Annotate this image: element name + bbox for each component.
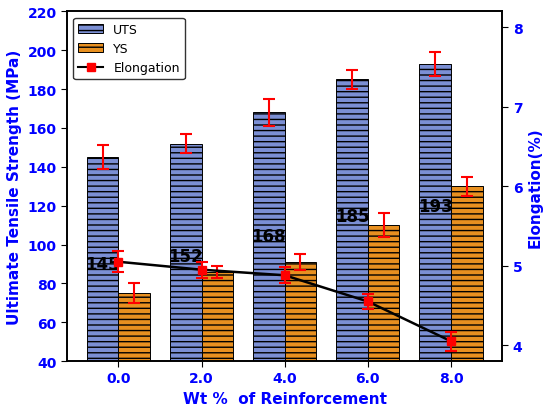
Bar xyxy=(285,262,316,413)
Text: 152: 152 xyxy=(168,247,203,265)
Legend: UTS, YS, Elongation: UTS, YS, Elongation xyxy=(73,19,185,80)
Bar xyxy=(201,272,233,413)
Text: 168: 168 xyxy=(252,228,286,246)
X-axis label: Wt %  of Reinforcement: Wt % of Reinforcement xyxy=(183,391,387,406)
Bar xyxy=(368,225,399,413)
Bar xyxy=(118,293,150,413)
Bar xyxy=(419,65,451,413)
Y-axis label: Elongation(%): Elongation(%) xyxy=(528,127,543,247)
Text: 193: 193 xyxy=(418,198,453,216)
Y-axis label: Ultimate Tensile Strength (MPa): Ultimate Tensile Strength (MPa) xyxy=(7,50,22,324)
Text: 145: 145 xyxy=(85,256,120,273)
Bar xyxy=(336,80,368,413)
Bar xyxy=(253,113,285,413)
Bar xyxy=(170,144,201,413)
Text: 185: 185 xyxy=(335,207,369,225)
Bar xyxy=(451,187,482,413)
Bar xyxy=(87,158,118,413)
